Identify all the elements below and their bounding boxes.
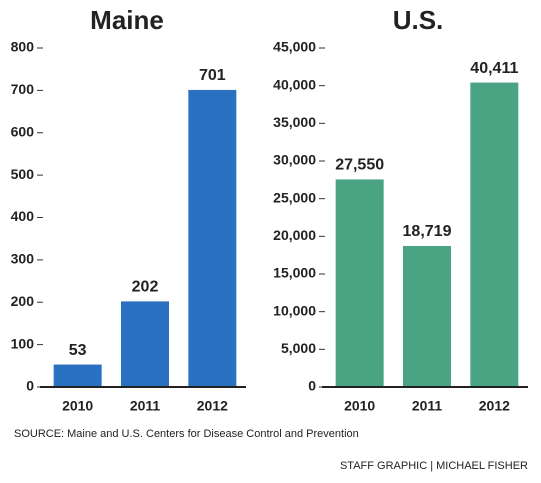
y-tick-label: 700 [11,81,35,97]
x-tick-label: 2011 [412,398,443,414]
value-label: 202 [132,279,159,296]
credit: STAFF GRAPHIC | MICHAEL FISHER [340,460,528,472]
y-tick-label: 800 [11,39,35,55]
source-label: SOURCE: [14,428,64,440]
y-tick-label: 5,000 [281,340,316,356]
y-tick-label: 200 [11,293,35,309]
y-tick-label: 35,000 [273,114,316,130]
value-label: 27,550 [335,157,384,174]
bar [53,364,102,387]
y-tick-label: 10,000 [273,302,316,318]
x-tick-label: 2012 [197,398,228,414]
y-tick-label: 500 [11,166,35,182]
x-tick-label: 2012 [479,398,510,414]
value-label: 18,719 [403,223,452,240]
x-tick-label: 2010 [62,398,93,414]
bar [470,82,519,387]
x-tick-label: 2011 [130,398,161,414]
value-label: 701 [199,67,226,84]
bar [121,301,169,387]
source-text: Maine and U.S. Centers for Disease Contr… [67,428,359,440]
y-tick-label: 15,000 [273,265,316,281]
bar [403,245,451,387]
y-tick-label: 45,000 [273,39,316,55]
y-tick-label: 600 [11,123,35,139]
y-tick-label: 0 [26,378,34,394]
y-tick-label: 40,000 [273,76,316,92]
y-tick-label: 20,000 [273,227,316,243]
value-label: 40,411 [470,60,518,77]
value-label: 53 [69,342,87,359]
bar [188,89,237,388]
y-tick-label: 30,000 [273,152,316,168]
x-tick-label: 2010 [344,398,375,414]
source: SOURCE: Maine and U.S. Centers for Diseas… [14,428,359,440]
y-tick-label: 25,000 [273,189,316,205]
chart-title: U.S. [393,5,444,35]
y-tick-label: 400 [11,208,35,224]
y-tick-label: 100 [11,335,35,351]
chart-title: Maine [90,5,164,35]
y-tick-label: 300 [11,251,35,267]
y-tick-label: 0 [308,378,316,394]
bar [335,179,384,387]
